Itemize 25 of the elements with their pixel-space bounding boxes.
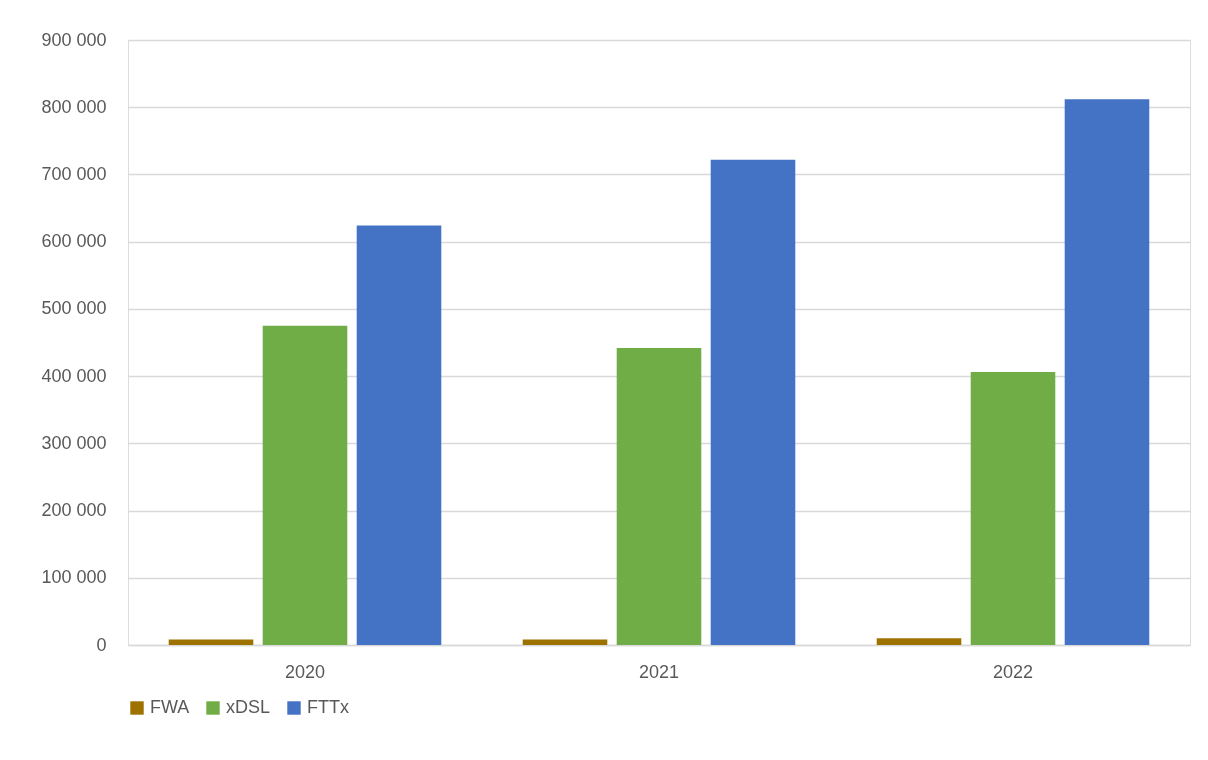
y-tick-label: 500 000 [41,298,107,319]
legend-label: FTTx [307,697,349,717]
y-tick-label: 600 000 [41,231,107,252]
bar [616,347,702,645]
x-tick-label: 2022 [992,661,1034,682]
y-tick-label: 900 000 [41,29,107,50]
y-tick-label: 300 000 [41,432,107,453]
bar [970,372,1056,645]
bar [262,325,348,645]
bar [710,159,796,645]
y-tick-label: 100 000 [41,567,107,588]
bar [522,639,608,645]
y-tick-label: 0 [96,634,107,655]
y-tick-label: 800 000 [41,96,107,117]
bar [356,225,442,645]
y-tick-label: 700 000 [41,163,107,184]
bar [168,639,254,645]
y-tick-label: 200 000 [41,500,107,521]
bar [876,638,962,645]
y-tick-label: 400 000 [41,365,107,386]
bar [1064,99,1150,645]
legend-label: FWA [150,697,190,717]
x-tick-label: 2021 [638,661,680,682]
x-tick-label: 2020 [284,661,326,682]
legend-label: xDSL [226,697,271,717]
